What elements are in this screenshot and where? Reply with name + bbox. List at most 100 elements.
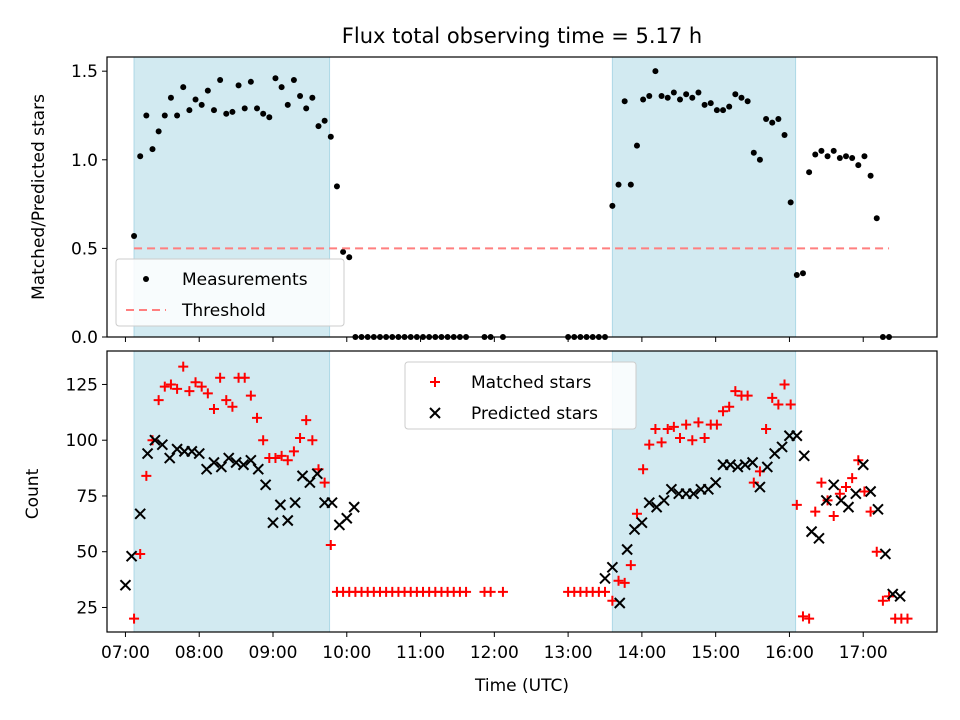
data-point xyxy=(221,395,232,406)
x-tick-label: 13:00 xyxy=(544,643,593,663)
data-point xyxy=(699,432,710,443)
x-tick-label: 10:00 xyxy=(322,643,371,663)
data-point xyxy=(311,467,323,480)
data-point xyxy=(797,611,808,622)
data-point xyxy=(861,153,868,160)
data-point xyxy=(614,597,626,609)
data-point xyxy=(730,386,741,397)
data-point xyxy=(304,476,316,489)
data-point xyxy=(681,419,692,430)
data-point xyxy=(204,87,211,94)
bottom-y-axis-label: Count xyxy=(23,468,43,519)
data-point xyxy=(894,590,906,603)
data-point xyxy=(192,96,199,103)
data-point xyxy=(159,381,170,392)
data-point xyxy=(227,401,238,412)
data-point xyxy=(615,181,622,188)
data-point xyxy=(180,84,187,91)
data-point xyxy=(732,461,744,473)
data-point xyxy=(859,486,870,497)
data-point xyxy=(763,116,770,123)
legend-label: Measurements xyxy=(182,270,308,290)
data-point xyxy=(640,96,647,103)
data-point xyxy=(818,147,825,154)
data-point xyxy=(627,181,634,188)
data-point xyxy=(683,91,690,98)
legend: Matched stars Predicted stars xyxy=(404,361,637,430)
data-point xyxy=(665,483,678,495)
data-point xyxy=(141,470,152,481)
data-point xyxy=(798,450,810,462)
data-point xyxy=(650,424,661,435)
data-point xyxy=(742,390,753,401)
shaded-interval-1-0 xyxy=(133,350,331,633)
data-point xyxy=(149,146,156,153)
data-point xyxy=(636,517,648,529)
data-point xyxy=(223,110,230,117)
axes-frame-1 xyxy=(106,350,938,633)
data-point xyxy=(902,613,913,624)
data-point xyxy=(272,75,279,82)
legend-marker-matched xyxy=(430,377,440,387)
data-point xyxy=(738,94,745,101)
data-point xyxy=(761,424,772,435)
data-point xyxy=(675,432,686,443)
data-point xyxy=(278,84,285,91)
data-point xyxy=(326,496,338,509)
data-point xyxy=(887,588,899,600)
data-point xyxy=(600,586,610,597)
data-point xyxy=(252,412,263,423)
data-point xyxy=(677,96,684,103)
data-point xyxy=(198,101,205,108)
data-point xyxy=(739,459,751,471)
data-point xyxy=(813,532,825,545)
series-predicted-stars xyxy=(119,430,906,609)
data-point xyxy=(178,361,189,372)
data-point xyxy=(340,248,347,255)
data-point xyxy=(769,119,776,126)
data-point xyxy=(217,77,224,84)
data-point xyxy=(687,435,698,446)
data-point xyxy=(855,162,862,169)
data-point xyxy=(223,452,235,464)
data-point xyxy=(156,438,169,451)
data-point xyxy=(785,399,796,410)
data-point xyxy=(775,116,782,123)
data-point xyxy=(754,481,766,493)
data-point xyxy=(658,92,665,99)
data-point xyxy=(828,479,840,491)
data-point xyxy=(781,131,788,138)
data-point xyxy=(709,476,722,489)
legend: Measurements Threshold xyxy=(115,258,345,327)
data-point xyxy=(229,108,236,115)
data-point xyxy=(652,68,659,75)
data-point xyxy=(282,455,293,466)
data-point xyxy=(761,461,774,473)
data-point xyxy=(202,388,213,399)
x-tick-label: 17:00 xyxy=(839,643,888,663)
data-point xyxy=(744,98,751,105)
data-point xyxy=(750,149,757,156)
data-point xyxy=(215,372,226,383)
data-point xyxy=(867,172,874,179)
data-point xyxy=(164,452,176,464)
data-point xyxy=(718,406,729,417)
data-point xyxy=(143,112,150,119)
data-point xyxy=(658,494,670,507)
data-point xyxy=(767,392,778,403)
data-point xyxy=(599,572,611,585)
y-tick-label: 100 xyxy=(66,431,98,451)
data-point xyxy=(208,456,220,469)
data-point xyxy=(237,459,250,471)
data-point xyxy=(210,107,217,114)
data-point xyxy=(247,78,254,85)
data-point xyxy=(290,77,297,84)
data-point xyxy=(756,156,763,163)
data-point xyxy=(828,511,839,522)
data-point xyxy=(254,105,261,112)
data-point xyxy=(836,155,843,162)
data-point xyxy=(670,89,677,96)
data-point xyxy=(793,271,800,278)
data-point xyxy=(171,443,183,455)
data-point xyxy=(119,579,132,591)
